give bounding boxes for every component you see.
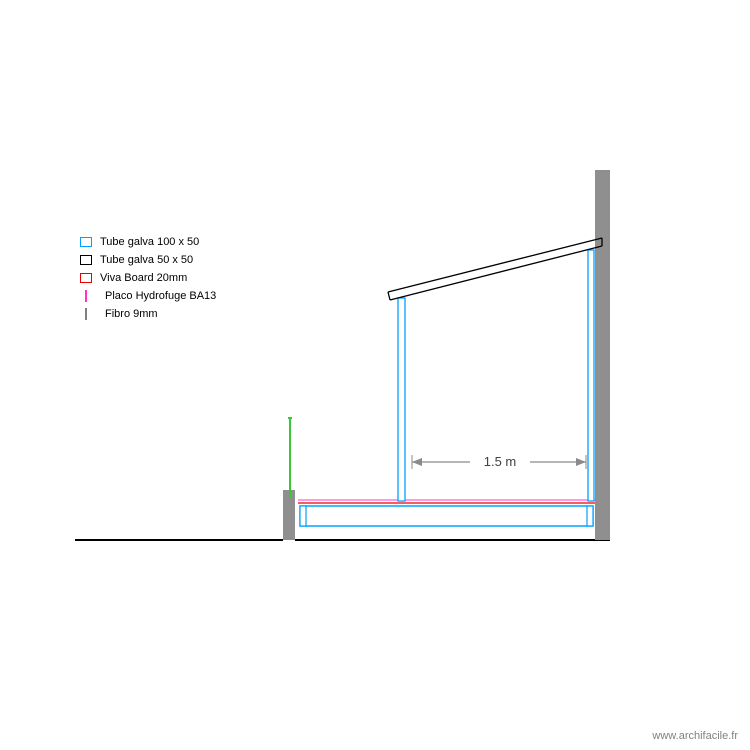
legend-item: Viva Board 20mm (80, 269, 216, 287)
watermark: www.archifacile.fr (652, 730, 738, 742)
dimension-1p5m: 1.5 m (412, 454, 586, 469)
legend: Tube galva 100 x 50 Tube galva 50 x 50 V… (80, 233, 216, 323)
roof-bottom (390, 246, 602, 300)
legend-label: Viva Board 20mm (100, 269, 187, 287)
drawing-canvas: 1.5 m (0, 0, 750, 750)
legend-line-fibro (85, 308, 87, 320)
post-right (587, 506, 593, 526)
wall-right (595, 170, 610, 540)
legend-label: Tube galva 100 x 50 (100, 233, 199, 251)
legend-item: Tube galva 50 x 50 (80, 251, 216, 269)
vertical-stud (398, 298, 405, 501)
legend-label: Placo Hydrofuge BA13 (105, 287, 216, 305)
post-left (300, 506, 306, 526)
legend-item: Fibro 9mm (80, 305, 216, 323)
legend-swatch-tube100 (80, 237, 92, 247)
legend-label: Fibro 9mm (105, 305, 158, 323)
floor-beam (300, 506, 593, 526)
wall-stud (588, 250, 594, 501)
legend-item: Placo Hydrofuge BA13 (80, 287, 216, 305)
legend-swatch-viva (80, 273, 92, 283)
legend-line-placo (85, 290, 87, 302)
legend-item: Tube galva 100 x 50 (80, 233, 216, 251)
roof-top (388, 238, 602, 292)
legend-swatch-tube50 (80, 255, 92, 265)
legend-label: Tube galva 50 x 50 (100, 251, 193, 269)
dimension-label: 1.5 m (484, 454, 517, 469)
